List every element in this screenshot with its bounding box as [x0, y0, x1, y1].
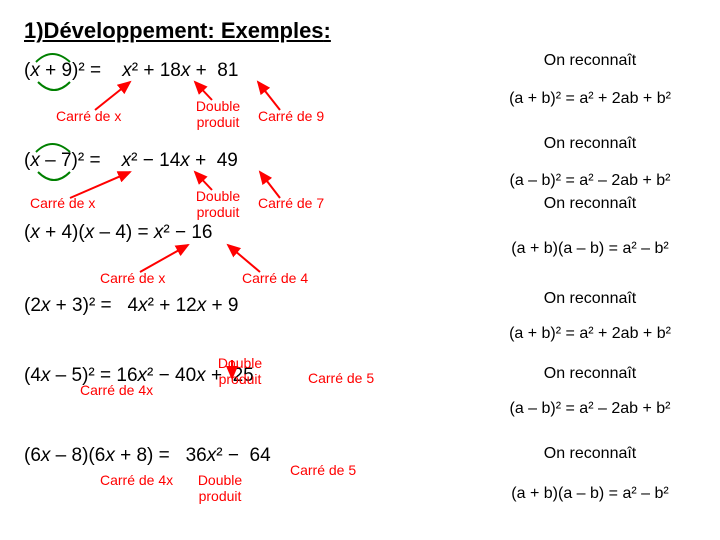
equation: (x + 9)² = x² + 18x + 81	[24, 60, 238, 81]
section-title: 1)Développement: Exemples:	[24, 18, 696, 44]
ann-carre-x-1: Carré de x	[56, 108, 121, 124]
ann-carre-x-2: Carré de x	[30, 195, 95, 211]
identity-diff-1: (a + b)(a – b) = a² – b²	[480, 240, 700, 258]
equation: (x – 7)² = x² − 14x + 49	[24, 150, 238, 171]
identity-plus-2: (a + b)² = a² + 2ab + b²	[480, 325, 700, 343]
ann-carre-4x: Carré de 4x	[100, 472, 173, 488]
ann-carre-4: Carré de 4	[242, 270, 308, 286]
example-row-2: (x – 7)² = x² − 14x + 49	[24, 150, 696, 172]
ann-carre-3: Carré de 5	[308, 370, 374, 386]
ann-double-5: Double produit	[210, 355, 270, 387]
recog-5: On reconnaît	[480, 365, 700, 383]
recog-2: On reconnaît	[480, 135, 700, 153]
recog-4: On reconnaît	[480, 290, 700, 308]
ann-carre-x-3: Carré de x	[100, 270, 165, 286]
ann-double-6: Double produit	[190, 472, 250, 504]
identity-minus-1: (a – b)² = a² – 2ab + b²	[480, 172, 700, 190]
ann-carre-5: Carré de 5	[290, 462, 356, 478]
ann-carre-7: Carré de 7	[258, 195, 324, 211]
equation: (6x – 8)(6x + 8) = 36x² − 64	[24, 445, 271, 466]
ann-carre-9: Carré de 9	[258, 108, 324, 124]
identity-plus-1: (a + b)² = a² + 2ab + b²	[480, 90, 700, 108]
recog-1: On reconnaît	[480, 52, 700, 70]
identity-minus-2: (a – b)² = a² – 2ab + b²	[480, 400, 700, 418]
ann-double-1: Double produit	[188, 98, 248, 130]
recog-6: On reconnaît	[480, 445, 700, 463]
equation: (x + 4)(x – 4) = x² − 16	[24, 222, 213, 243]
recog-3: On reconnaît	[480, 195, 700, 213]
ann-double-2: Double produit	[188, 188, 248, 220]
identity-diff-2: (a + b)(a – b) = a² – b²	[480, 485, 700, 503]
equation: (2x + 3)² = 4x² + 12x + 9	[24, 295, 238, 316]
ann-carre-2x: Carré de 4x	[80, 382, 153, 398]
title-text: 1)Développement: Exemples	[24, 18, 324, 43]
